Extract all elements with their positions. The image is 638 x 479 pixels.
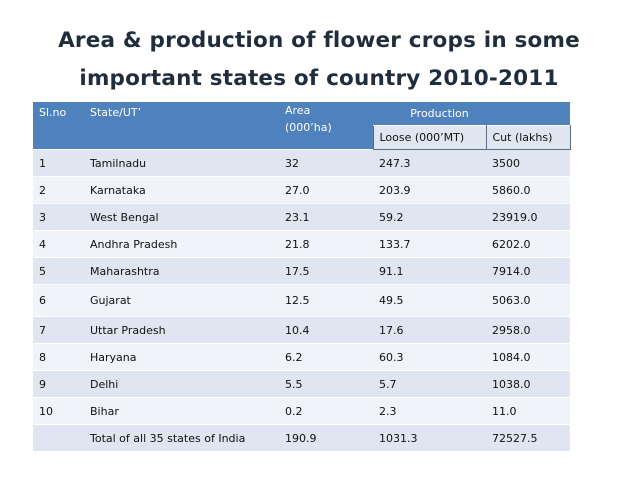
cell-slno: 2 [33,176,80,204]
total-cut: 72527.5 [486,424,570,451]
cell-area: 21.8 [279,230,373,258]
cell-slno: 6 [33,284,80,317]
cell-slno: 5 [33,257,80,285]
cell-cut: 7914.0 [486,257,570,285]
header-blank-cell [486,101,570,126]
cell-slno: 4 [33,230,80,258]
cell-state: Bihar [80,397,279,425]
subheader-row: Loose (000’MT) Cut (lakhs) [33,125,571,150]
table-row: 10 Bihar 0.2 2.3 11.0 [33,397,570,425]
table-row: 7 Uttar Pradesh 10.4 17.6 2958.0 [33,316,570,344]
table-row: 1 Tamilnadu 32 247.3 3500 [33,149,570,177]
cell-loose: 91.1 [373,257,486,285]
cell-cut: 1084.0 [486,343,570,371]
cell-loose: 203.9 [373,176,486,204]
total-row: Total of all 35 states of India 190.9 10… [33,424,570,451]
cell-cut: 3500 [486,149,570,177]
total-slno [33,424,80,451]
cell-loose: 5.7 [373,370,486,398]
cell-slno: 10 [33,397,80,425]
cell-slno: 9 [33,370,80,398]
header-slno: Sl.no [33,101,80,150]
cell-area: 12.5 [279,284,373,317]
table-row: 5 Maharashtra 17.5 91.1 7914.0 [33,257,570,285]
cell-loose: 247.3 [373,149,486,177]
cell-cut: 2958.0 [486,316,570,344]
flower-crops-table: Sl.no State/UT’ Area (000’ha) Production… [33,101,571,451]
cell-area: 0.2 [279,397,373,425]
cell-area: 5.5 [279,370,373,398]
cell-state: Tamilnadu [80,149,279,177]
table-row: 2 Karnataka 27.0 203.9 5860.0 [33,176,570,204]
cell-cut: 5063.0 [486,284,570,317]
cell-area: 32 [279,149,373,177]
header-production: Production [373,101,486,126]
cell-state: Uttar Pradesh [80,316,279,344]
cell-loose: 2.3 [373,397,486,425]
cell-area: 23.1 [279,203,373,231]
header-loose: Loose (000’MT) [372,125,487,150]
header-area-line-1: Area [285,104,311,117]
title-line-1: Area & production of flower crops in som… [58,28,580,53]
cell-slno: 7 [33,316,80,344]
cell-loose: 133.7 [373,230,486,258]
title-line-2: important states of country 2010-2011 [79,66,559,91]
cell-loose: 17.6 [373,316,486,344]
table-row: 4 Andhra Pradesh 21.8 133.7 6202.0 [33,230,570,258]
total-loose: 1031.3 [373,424,486,451]
header-state: State/UT’ [80,101,279,150]
cell-state: West Bengal [80,203,279,231]
cell-slno: 3 [33,203,80,231]
cell-cut: 5860.0 [486,176,570,204]
cell-state: Maharashtra [80,257,279,285]
cell-state: Andhra Pradesh [80,230,279,258]
total-area: 190.9 [279,424,373,451]
cell-cut: 23919.0 [486,203,570,231]
header-area-line-2: (000’ha) [285,121,332,134]
cell-state: Delhi [80,370,279,398]
cell-cut: 1038.0 [486,370,570,398]
cell-state: Haryana [80,343,279,371]
cell-slno: 8 [33,343,80,371]
cell-area: 27.0 [279,176,373,204]
cell-state: Gujarat [80,284,279,317]
cell-area: 10.4 [279,316,373,344]
table-row: 9 Delhi 5.5 5.7 1038.0 [33,370,570,398]
cell-area: 6.2 [279,343,373,371]
cell-loose: 60.3 [373,343,486,371]
total-label: Total of all 35 states of India [80,424,279,451]
cell-slno: 1 [33,149,80,177]
header-area: Area (000’ha) [279,101,373,150]
cell-cut: 6202.0 [486,230,570,258]
header-cut: Cut (lakhs) [485,125,571,150]
cell-loose: 49.5 [373,284,486,317]
cell-loose: 59.2 [373,203,486,231]
table-row: 8 Haryana 6.2 60.3 1084.0 [33,343,570,371]
table-row: 6 Gujarat 12.5 49.5 5063.0 [33,284,570,317]
header-row: Sl.no State/UT’ Area (000’ha) Production [33,101,570,150]
table-row: 3 West Bengal 23.1 59.2 23919.0 [33,203,570,231]
slide-title: Area & production of flower crops in som… [10,22,628,98]
cell-area: 17.5 [279,257,373,285]
cell-state: Karnataka [80,176,279,204]
cell-cut: 11.0 [486,397,570,425]
